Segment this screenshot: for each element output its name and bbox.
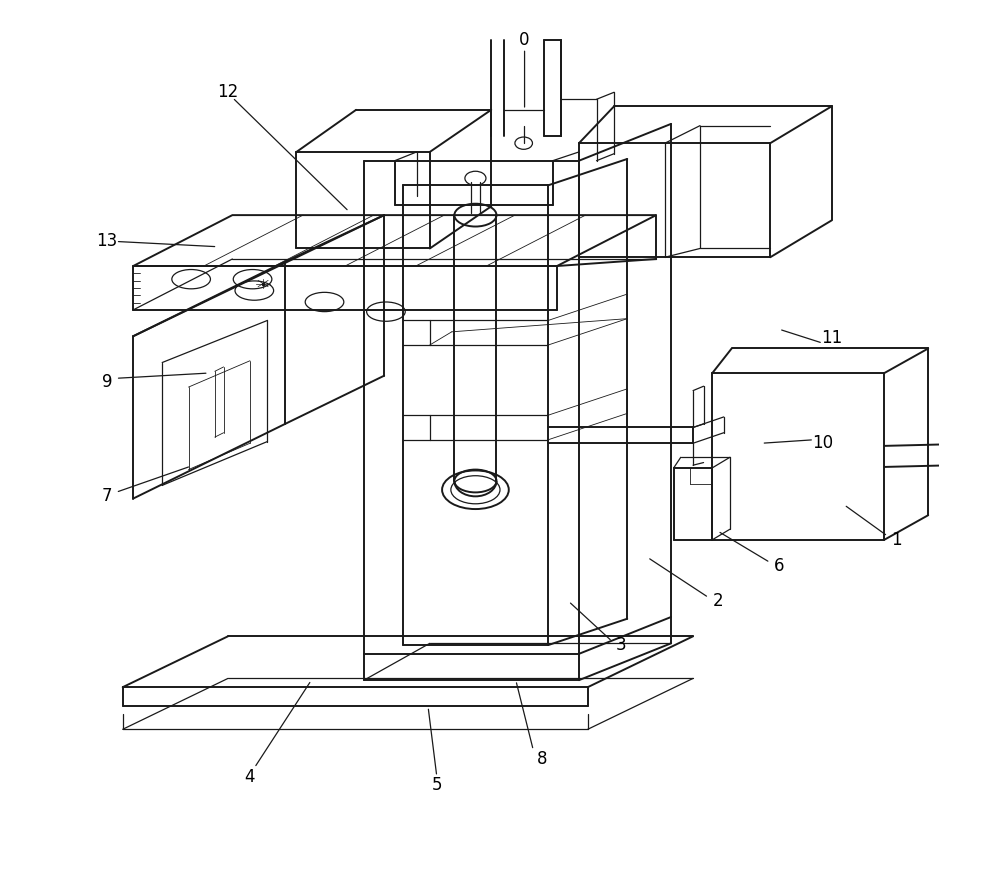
Text: 12: 12	[217, 83, 239, 102]
Text: 10: 10	[812, 434, 833, 452]
Text: 11: 11	[821, 329, 842, 347]
Text: 13: 13	[96, 232, 118, 251]
Text: 2: 2	[712, 592, 723, 610]
Text: 8: 8	[537, 751, 547, 768]
Text: 7: 7	[102, 487, 112, 505]
Text: 5: 5	[432, 776, 442, 795]
Text: 4: 4	[245, 767, 255, 786]
Text: 3: 3	[616, 636, 626, 654]
Text: 1: 1	[891, 531, 902, 548]
Text: 9: 9	[102, 373, 112, 391]
Text: 6: 6	[774, 557, 784, 575]
Text: 0: 0	[519, 31, 530, 49]
